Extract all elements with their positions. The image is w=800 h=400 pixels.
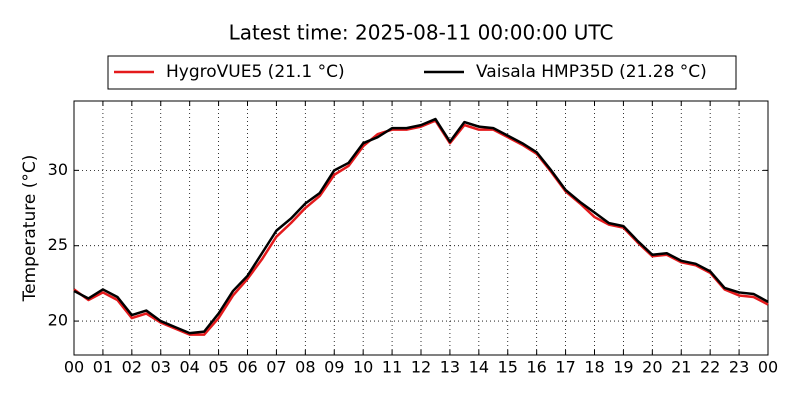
x-tick-label: 12 bbox=[411, 358, 431, 377]
x-tick-label: 21 bbox=[671, 358, 691, 377]
series-line bbox=[73, 117, 769, 335]
x-tick-label: 15 bbox=[498, 358, 518, 377]
chart-title: Latest time: 2025-08-11 00:00:00 UTC bbox=[229, 21, 614, 45]
x-tick-label: 14 bbox=[469, 358, 489, 377]
y-tick-label: 25 bbox=[48, 235, 68, 254]
x-tick-label: 11 bbox=[382, 358, 402, 377]
x-tick-label: 08 bbox=[295, 358, 315, 377]
x-tick-label: 02 bbox=[122, 358, 142, 377]
legend-label: HygroVUE5 (21.1 °C) bbox=[166, 62, 345, 82]
x-tick-label: 18 bbox=[584, 358, 604, 377]
x-tick-label: 00 bbox=[758, 358, 778, 377]
y-tick-label: 30 bbox=[48, 160, 68, 179]
x-tick-label: 01 bbox=[93, 358, 113, 377]
x-tick-label: 05 bbox=[208, 358, 228, 377]
x-tick-label: 20 bbox=[642, 358, 662, 377]
legend-label: Vaisala HMP35D (21.28 °C) bbox=[476, 62, 707, 82]
y-tick-label: 20 bbox=[48, 311, 68, 330]
x-tick-label: 10 bbox=[353, 358, 373, 377]
x-tick-label: 22 bbox=[700, 358, 720, 377]
x-tick-label: 00 bbox=[64, 358, 84, 377]
x-tick-label: 06 bbox=[237, 358, 257, 377]
x-tick-label: 07 bbox=[266, 358, 286, 377]
y-axis-label: Temperature (°C) bbox=[20, 155, 40, 303]
x-tick-label: 03 bbox=[151, 358, 171, 377]
x-tick-label: 17 bbox=[555, 358, 575, 377]
plot-frame bbox=[73, 100, 769, 356]
legend-box bbox=[107, 55, 737, 90]
x-tick-label: 13 bbox=[440, 358, 460, 377]
x-tick-label: 04 bbox=[179, 358, 199, 377]
x-tick-label: 09 bbox=[324, 358, 344, 377]
x-tick-label: 16 bbox=[526, 358, 546, 377]
series-line bbox=[73, 119, 769, 336]
x-tick-label: 19 bbox=[613, 358, 633, 377]
x-tick-label: 23 bbox=[729, 358, 749, 377]
